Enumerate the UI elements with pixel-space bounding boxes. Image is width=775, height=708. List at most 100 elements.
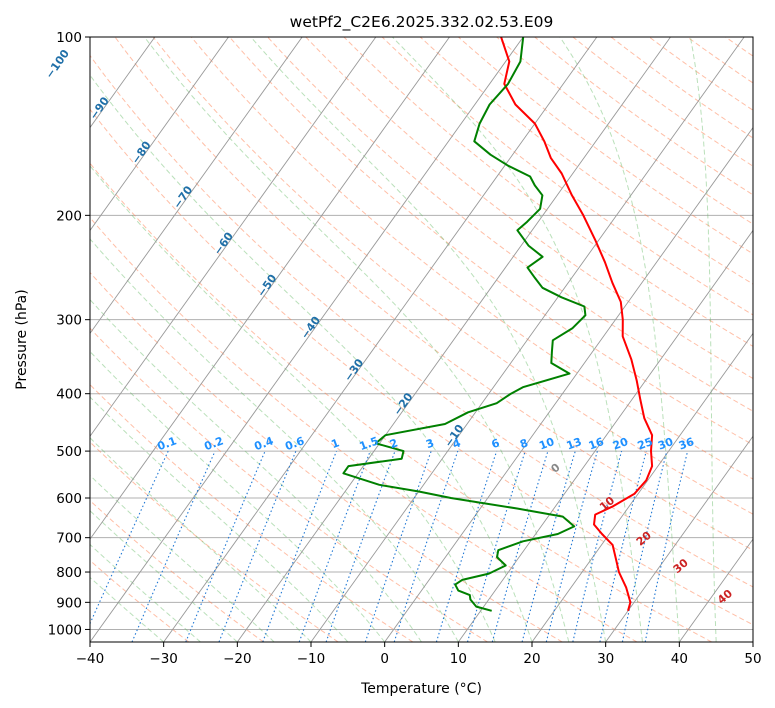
isotherm <box>752 641 753 642</box>
isotherm <box>531 332 753 642</box>
series-layer <box>342 37 654 612</box>
dewpoint-line <box>342 37 587 612</box>
x-tick-label: 40 <box>671 651 688 667</box>
isotherm <box>310 37 745 642</box>
moist-adiabat <box>90 350 386 642</box>
isotherm <box>384 126 753 642</box>
mixing-ratio-label: 36 <box>677 435 696 453</box>
dry-adiabat <box>572 37 753 167</box>
moist-adiabat <box>90 510 238 642</box>
isotherm <box>457 229 753 642</box>
isotherm-label: −50 <box>255 272 280 300</box>
mixing-ratio-label: 6 <box>490 436 502 451</box>
y-tick-label: 1000 <box>48 622 82 638</box>
mixing-ratio-line <box>599 450 647 642</box>
isotherm <box>678 538 753 642</box>
y-tick-label: 600 <box>56 491 82 507</box>
moist-adiabat <box>90 238 459 642</box>
mixing-ratio-label: 13 <box>565 435 584 452</box>
x-axis-label: Temperature (°C) <box>360 681 482 697</box>
mixing-ratio-line <box>572 450 623 642</box>
dry-adiabat <box>496 37 753 225</box>
isotherm <box>90 37 303 335</box>
mixing-ratio-line <box>393 450 459 642</box>
isotherm-label: −40 <box>298 314 323 342</box>
dry-adiabat <box>610 37 753 139</box>
y-axis-label: Pressure (hPa) <box>14 289 30 389</box>
x-tick-label: −20 <box>223 651 252 667</box>
isotherm-label: −80 <box>129 139 154 167</box>
moist-adiabat <box>90 298 422 642</box>
dry-adiabat <box>725 37 753 57</box>
moist-adiabat <box>90 396 349 642</box>
isotherm <box>90 37 229 232</box>
dry-adiabat <box>381 37 753 316</box>
x-tick-label: 20 <box>523 651 540 667</box>
x-tick-label: 0 <box>380 651 389 667</box>
dry-adiabat <box>90 54 753 588</box>
moist-adiabat <box>250 37 607 642</box>
dry-adiabat <box>419 37 753 285</box>
y-tick-label: 700 <box>56 531 82 547</box>
y-tick-label: 100 <box>56 30 82 46</box>
dry-adiabat <box>648 37 753 111</box>
mixing-ratio-label: 1 <box>329 436 341 451</box>
mixing-ratio-line <box>325 450 396 642</box>
x-tick-label: 50 <box>744 651 761 667</box>
mixing-ratio-label: 3 <box>424 436 436 451</box>
y-tick-label: 400 <box>56 387 82 403</box>
dry-adiabat <box>90 441 339 642</box>
mixing-ratio-line <box>466 450 526 642</box>
isotherm <box>90 37 524 642</box>
moist-adiabat-label: 10 <box>597 494 617 514</box>
temperature-line <box>500 37 654 612</box>
isotherm-label: −60 <box>211 230 236 258</box>
axes: −40 −30 −20 −10 0 10 20 30 40 5010020030040050060… <box>48 30 762 667</box>
moist-adiabat <box>90 543 201 642</box>
mixing-ratio-line <box>131 450 216 642</box>
dry-adiabat <box>764 37 775 642</box>
isotherm <box>0 37 81 642</box>
moist-adiabat <box>689 37 717 642</box>
isotherm-label: −30 <box>342 356 367 384</box>
isotherm <box>236 37 671 642</box>
dry-adiabat <box>229 37 753 446</box>
isotherm-label: −20 <box>391 390 416 418</box>
dry-adiabat <box>90 216 638 642</box>
x-tick-label: −40 <box>76 651 105 667</box>
moist-adiabat <box>90 576 165 642</box>
mixing-ratio-label: 10 <box>537 435 556 453</box>
moist-adiabat <box>90 437 312 642</box>
dry-adiabat <box>90 162 712 642</box>
moist-adiabat-label: 20 <box>634 529 654 549</box>
dry-adiabat <box>152 37 753 515</box>
moist-adiabat <box>392 37 643 642</box>
mixing-ratio-label: 20 <box>611 435 630 453</box>
moist-adiabat <box>90 164 496 642</box>
mixing-ratio-line <box>90 450 169 625</box>
y-tick-label: 300 <box>56 313 82 329</box>
mixing-ratio-line <box>364 450 432 642</box>
mixing-ratio-line <box>545 450 598 642</box>
mixing-ratio-line <box>262 450 338 642</box>
x-tick-label: 30 <box>597 651 614 667</box>
isotherm-label: −100 <box>43 47 72 81</box>
dry-adiabat <box>114 37 753 551</box>
isotherm <box>90 37 450 540</box>
mixing-ratio-label: 4 <box>451 436 463 451</box>
isotherm <box>90 37 377 438</box>
mixing-ratio-label: 0.4 <box>252 434 275 453</box>
dry-adiabat <box>343 37 753 347</box>
mixing-ratio-line <box>185 450 266 642</box>
y-tick-label: 800 <box>56 565 82 581</box>
dry-adiabat <box>90 383 414 642</box>
dry-adiabat <box>458 37 753 255</box>
mixing-ratio-label: 0.1 <box>156 434 179 453</box>
moist-adiabat <box>559 37 680 642</box>
isotherm-label: −10 <box>442 422 467 450</box>
isotherm <box>605 435 753 642</box>
isotherm-label: −90 <box>87 94 112 122</box>
dry-adiabat <box>90 271 563 642</box>
mixing-ratio-label: 16 <box>587 435 606 453</box>
mixing-ratio-label: 0.6 <box>283 434 306 453</box>
